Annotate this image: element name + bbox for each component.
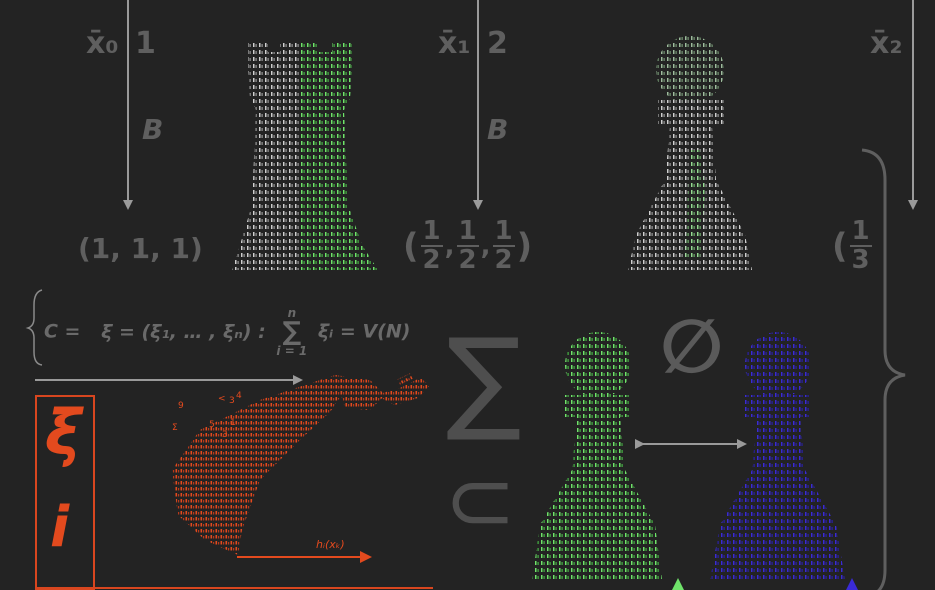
king-orange-figure [172,373,430,555]
sum-bottom: i = 1 [276,344,308,358]
tuple-halves: (1 2, 1 2, 1 2) [403,216,533,276]
set-equation: C = ξ = (ξ₁, … , ξₙ) : n ∑ i = 1 ξᵢ = V(… [44,307,410,357]
sum-block: n ∑ i = 1 [276,307,307,357]
digit: 3 [229,396,235,406]
b-label-2: B [487,113,509,146]
rook-figure [232,40,378,270]
pawn-blue-figure [710,332,845,580]
paren-open: ( [403,226,419,267]
paren-close: ) [516,226,533,267]
xbar1-label: x̄₁ 2 [438,26,508,61]
digit: 1 [230,418,236,428]
set-eq-rhs: ξᵢ = V(N) [317,320,411,343]
tri-marker-blue [846,578,858,590]
tuple-thirds: (1 3 [832,216,874,276]
digit: < [218,394,226,404]
tri-marker-green [672,578,684,590]
scatter-digits: 9 < 3 4 Σ 5 1 3 [172,391,242,440]
subset-symbol: ⊂ [444,451,516,551]
digit: 9 [178,401,184,411]
xbar2-symbol: x̄₂ [870,26,903,61]
digit: 4 [236,391,242,401]
xbar0-label: x̄₀ 1 [86,26,156,61]
digit: 3 [222,430,228,440]
big-sigma: ∑ [446,315,521,445]
set-eq-lhs: C = [44,320,81,343]
comma: , [444,231,455,262]
b-label-1: B [142,113,164,146]
xi-symbol: ξ [45,396,82,469]
right-brace [861,148,906,590]
digit: 5 [209,420,215,430]
tuple-ones: (1, 1, 1) [78,232,203,265]
comma: , [480,231,491,262]
xbar1-symbol: x̄₁ [438,26,471,61]
xbar0-index: 1 [134,26,156,61]
digit: Σ [172,423,178,433]
sum-top: n [287,306,297,320]
empty-set-symbol: ∅ [660,304,723,390]
pawn-gray-figure [628,36,752,270]
xi-subscript: i [50,495,70,560]
xbar1-index: 2 [486,26,508,61]
h-function-label: hᵢ(xₖ) [316,538,345,551]
sum-symbol: ∑ [282,317,302,347]
xbar0-symbol: x̄₀ [86,26,119,61]
left-brace [25,289,43,366]
paren-open: ( [832,226,848,267]
xi-box [35,395,95,590]
xbar2-label: x̄₂ [870,26,903,61]
set-eq-body: ξ = (ξ₁, … , ξₙ) : [101,320,266,343]
pawn-green-figure [532,332,662,580]
